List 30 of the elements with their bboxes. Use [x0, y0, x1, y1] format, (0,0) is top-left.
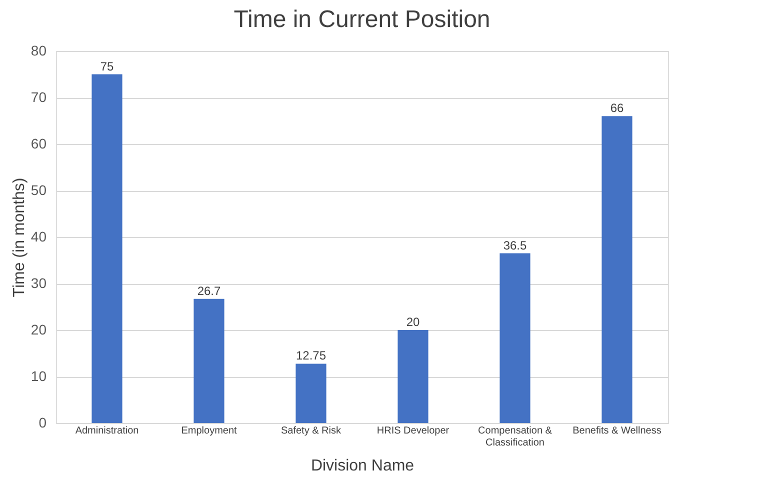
- bar: [602, 116, 632, 423]
- data-label: 36.5: [503, 238, 527, 252]
- y-tick-label: 70: [30, 89, 47, 105]
- y-tick-label: 20: [30, 322, 47, 338]
- data-label: 66: [610, 101, 624, 116]
- x-tick-label: Employment: [181, 426, 238, 436]
- data-label: 20: [406, 315, 420, 329]
- data-label: 26.7: [197, 284, 221, 298]
- bar: [398, 330, 428, 423]
- y-tick-label: 10: [30, 368, 47, 384]
- y-tick-label: 30: [30, 275, 47, 291]
- x-axis-title: Division Name: [310, 458, 414, 474]
- data-label: 12.75: [296, 348, 326, 363]
- x-tick-label: Compensation & Classification: [478, 426, 552, 448]
- bar: [194, 298, 224, 423]
- y-tick-label: 40: [30, 228, 47, 244]
- y-tick-label: 60: [30, 136, 47, 152]
- y-tick-label: 0: [38, 414, 47, 430]
- y-tick-label: 50: [30, 182, 47, 198]
- y-tick-label: 80: [30, 42, 47, 58]
- bar: [92, 74, 122, 423]
- x-tick-label: Administration: [75, 426, 139, 436]
- bar: [296, 364, 326, 423]
- chart-title: Time in Current Position: [234, 6, 490, 33]
- bar: [500, 253, 530, 423]
- x-tick-label: Benefits & Wellness: [572, 426, 662, 436]
- x-tick-label: HRIS Developer: [376, 426, 450, 436]
- x-tick-label: Safety & Risk: [280, 426, 342, 436]
- data-label: 75: [100, 59, 114, 74]
- y-axis-title: Time (in months): [10, 178, 28, 298]
